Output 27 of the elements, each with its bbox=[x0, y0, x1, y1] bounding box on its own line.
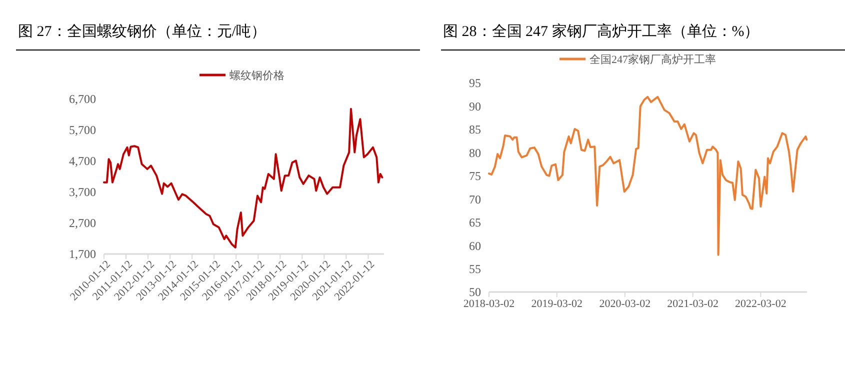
y-tick-label: 70 bbox=[469, 192, 481, 206]
line-series bbox=[103, 108, 384, 248]
y-tick-label: 50 bbox=[469, 285, 481, 300]
x-tick-label: 2020-03-02 bbox=[599, 298, 651, 310]
y-tick-label: 3,700 bbox=[69, 185, 96, 200]
chart-title: 图 28：全国 247 家钢厂高炉开工率（单位：%） bbox=[443, 23, 760, 40]
legend-label: 全国247家钢厂高炉开工率 bbox=[590, 52, 716, 66]
x-tick-label: 2022-03-02 bbox=[735, 298, 786, 310]
y-tick-label: 65 bbox=[469, 216, 481, 230]
y-tick-label: 75 bbox=[469, 169, 481, 184]
y-tick-label: 1,700 bbox=[69, 247, 96, 262]
x-tick-label: 2018-03-02 bbox=[463, 298, 515, 310]
y-tick-label: 60 bbox=[469, 238, 481, 253]
y-tick-label: 4,700 bbox=[69, 154, 96, 168]
chart-title: 图 27：全国螺纹钢价（单位：元/吨） bbox=[18, 23, 266, 40]
y-tick-label: 90 bbox=[469, 99, 481, 114]
y-tick-label: 85 bbox=[469, 122, 481, 137]
y-tick-label: 55 bbox=[469, 262, 481, 276]
x-tick-label: 2019-03-02 bbox=[531, 298, 583, 310]
y-tick-label: 5,700 bbox=[69, 123, 96, 138]
line-series bbox=[488, 96, 808, 256]
y-tick-label: 80 bbox=[469, 146, 481, 160]
legend-label: 螺纹钢价格 bbox=[230, 68, 284, 82]
y-tick-label: 6,700 bbox=[69, 92, 96, 106]
y-tick-label: 2,700 bbox=[69, 216, 96, 230]
x-tick-label: 2021-03-02 bbox=[667, 298, 718, 310]
y-tick-label: 95 bbox=[469, 76, 481, 90]
